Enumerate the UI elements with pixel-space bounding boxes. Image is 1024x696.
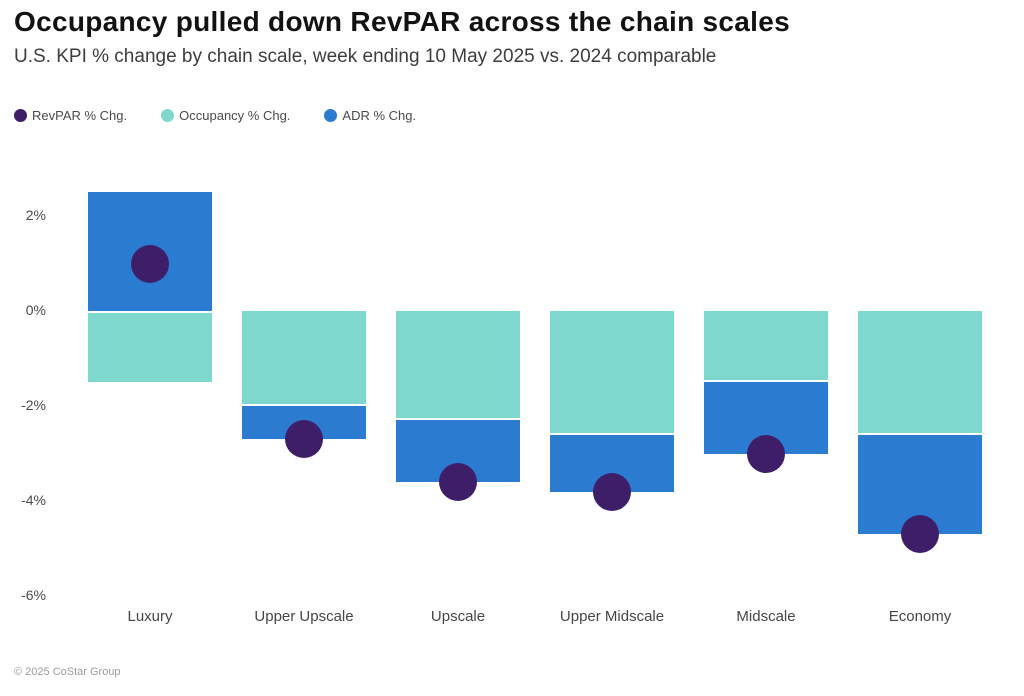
legend-label: RevPAR % Chg. bbox=[32, 108, 128, 123]
copyright-footer: © 2025 CoStar Group bbox=[14, 666, 121, 678]
occupancy-bar-segment bbox=[396, 311, 520, 421]
x-axis-category-label: Upper Upscale bbox=[254, 608, 354, 625]
y-axis-tick-label: -6% bbox=[21, 587, 46, 603]
x-axis-category-label: Luxury bbox=[127, 608, 173, 625]
occupancy-bar-segment bbox=[242, 311, 366, 406]
legend-item-2: ADR % Chg. bbox=[324, 108, 416, 123]
occupancy-bar-segment bbox=[858, 311, 982, 435]
y-axis-tick-label: 2% bbox=[25, 207, 46, 223]
revpar-dot bbox=[285, 420, 323, 459]
legend-item-0: RevPAR % Chg. bbox=[14, 108, 127, 123]
chart-title: Occupancy pulled down RevPAR across the … bbox=[14, 6, 791, 37]
occupancy-bar-segment bbox=[550, 311, 674, 435]
revpar-dot bbox=[901, 515, 939, 554]
chart-legend: RevPAR % Chg. Occupancy % Chg. ADR % Chg. bbox=[14, 108, 416, 123]
x-axis-category-label: Economy bbox=[888, 608, 952, 625]
x-axis-category-label: Midscale bbox=[736, 608, 796, 625]
y-axis-tick-label: 0% bbox=[25, 302, 46, 318]
legend-dot-icon bbox=[14, 109, 27, 122]
legend-dot-icon bbox=[161, 109, 175, 122]
y-axis-tick-label: -4% bbox=[21, 492, 46, 508]
legend-dot-icon bbox=[324, 109, 338, 122]
occupancy-bar-segment bbox=[704, 311, 828, 383]
y-axis-tick-label: -2% bbox=[21, 397, 46, 413]
chart-subtitle: U.S. KPI % change by chain scale, week e… bbox=[14, 46, 717, 67]
revpar-dot bbox=[747, 434, 785, 473]
x-axis-category-label: Upper Midscale bbox=[559, 608, 665, 625]
revpar-dot bbox=[131, 244, 169, 283]
revpar-dot bbox=[439, 463, 477, 501]
legend-label: Occupancy % Chg. bbox=[179, 108, 291, 123]
occupancy-bar-segment bbox=[88, 311, 212, 383]
legend-label: ADR % Chg. bbox=[342, 108, 417, 123]
x-axis-category-label: Upscale bbox=[430, 608, 486, 625]
legend-item-1: Occupancy % Chg. bbox=[161, 108, 290, 123]
revpar-dot bbox=[593, 472, 631, 511]
